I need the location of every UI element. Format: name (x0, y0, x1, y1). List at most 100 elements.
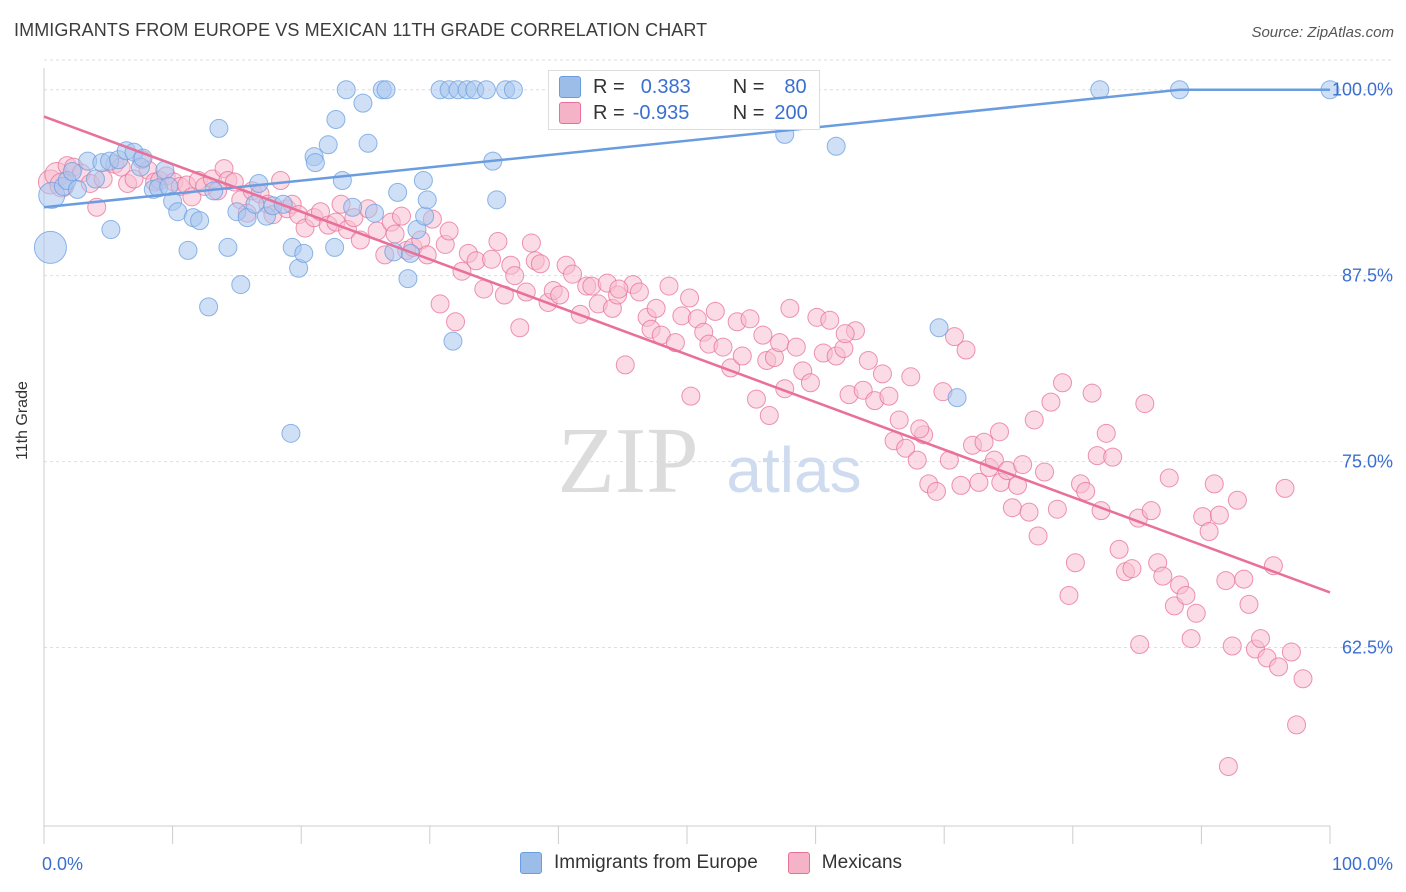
legend-r-label: R = (593, 75, 625, 98)
mexicans-point (665, 333, 685, 353)
europe-point (67, 179, 87, 199)
mexicans-point (820, 310, 840, 330)
mexicans-point (392, 206, 412, 226)
legend-swatch-europe (520, 852, 542, 874)
legend-r-value: -0.935 (632, 101, 690, 124)
mexicans-point (786, 337, 806, 357)
mexicans-point (753, 325, 773, 345)
europe-point (398, 269, 418, 289)
mexicans-point (746, 389, 766, 409)
trend-lines (43, 88, 1331, 594)
mexicans-point (889, 410, 909, 430)
mexicans-point (1251, 629, 1271, 649)
mexicans-point (1096, 423, 1116, 443)
mexicans-point (1122, 559, 1142, 579)
mexicans-point (780, 298, 800, 318)
mexicans-point (615, 355, 635, 375)
europe-point (281, 423, 301, 443)
mexicans-point (1186, 603, 1206, 623)
legend-r-value: 0.383 (640, 75, 691, 98)
mexicans-point (1293, 669, 1313, 689)
mexicans-point (1076, 481, 1096, 501)
mexicans-point (1013, 455, 1033, 475)
y-tick-label: 100.0% (1332, 80, 1393, 100)
europe-point (332, 170, 352, 190)
mexicans-point (732, 346, 752, 366)
mexicans-point (482, 249, 502, 269)
europe-point (62, 162, 82, 182)
europe-point (417, 190, 437, 210)
mexicans-point (1109, 539, 1129, 559)
mexicans-point (271, 170, 291, 190)
europe-point (190, 211, 210, 231)
legend-n-label: N = (732, 75, 765, 98)
mexicans-point (740, 309, 760, 329)
mexicans-trend-line (43, 115, 1331, 594)
europe-point (415, 206, 435, 226)
grid-lines (44, 59, 1393, 649)
europe-point (947, 388, 967, 408)
mexicans-point (439, 221, 459, 241)
legend-n-value: 200 (774, 101, 808, 124)
europe-point (1090, 80, 1110, 100)
mexicans-point (646, 298, 666, 318)
legend-label-mexicans: Mexicans (821, 852, 903, 873)
mexicans-point (713, 337, 733, 357)
source-label: Source: ZipAtlas.com (1251, 24, 1394, 41)
europe-point (503, 80, 523, 100)
mexicans-point (1275, 478, 1295, 498)
europe-point (365, 203, 385, 223)
mexicans-point (956, 340, 976, 360)
mexicans-point (1002, 498, 1022, 518)
mexicans-point (1234, 569, 1254, 589)
y-tick-label: 62.5% (1342, 638, 1393, 658)
mexicans-point (770, 333, 790, 353)
mexicans-point (505, 266, 525, 286)
mexicans-point (510, 318, 530, 338)
mexicans-point (609, 279, 629, 299)
mexicans-point (1059, 585, 1079, 605)
mexicans-point (1287, 715, 1307, 735)
mexicans-point (1024, 410, 1044, 430)
mexicans-point (1269, 657, 1289, 677)
europe-point (101, 220, 121, 240)
europe-point (178, 240, 198, 260)
europe-point (85, 169, 105, 189)
mexicans-point (879, 386, 899, 406)
mexicans-point (1218, 757, 1238, 777)
legend-row-mexicans: R = -0.935 N = 200 (559, 102, 808, 124)
mexicans-point (563, 264, 583, 284)
europe-point (33, 230, 67, 264)
mexicans-point (521, 233, 541, 253)
x-tick-label-min: 0.0% (42, 854, 83, 874)
legend-swatch-mexicans (559, 102, 581, 124)
europe-point (343, 197, 363, 217)
mexicans-point (910, 419, 930, 439)
mexicans-point (896, 438, 916, 458)
mexicans-point (530, 254, 550, 274)
mexicans-point (385, 224, 405, 244)
mexicans-point (901, 367, 921, 387)
europe-point (326, 109, 346, 129)
mexicans-point (1153, 566, 1173, 586)
legend-r-label: R = (593, 101, 625, 124)
europe-point (336, 80, 356, 100)
mexicans-point (582, 276, 602, 296)
europe-point (199, 297, 219, 317)
mexicans-point (1141, 501, 1161, 521)
europe-point (476, 80, 496, 100)
mexicans-point (1281, 642, 1301, 662)
mexicans-point (800, 373, 820, 393)
mexicans-point (1181, 629, 1201, 649)
mexicans-point (672, 306, 692, 326)
mexicans-point (1065, 553, 1085, 573)
mexicans-point (1239, 594, 1259, 614)
mexicans-point (1199, 521, 1219, 541)
mexicans-point (1204, 474, 1224, 494)
mexicans-point (430, 294, 450, 314)
europe-point (353, 93, 373, 113)
europe-point (218, 237, 238, 257)
mexicans-point (1159, 468, 1179, 488)
europe-point (325, 237, 345, 257)
mexicans-point (1019, 502, 1039, 522)
